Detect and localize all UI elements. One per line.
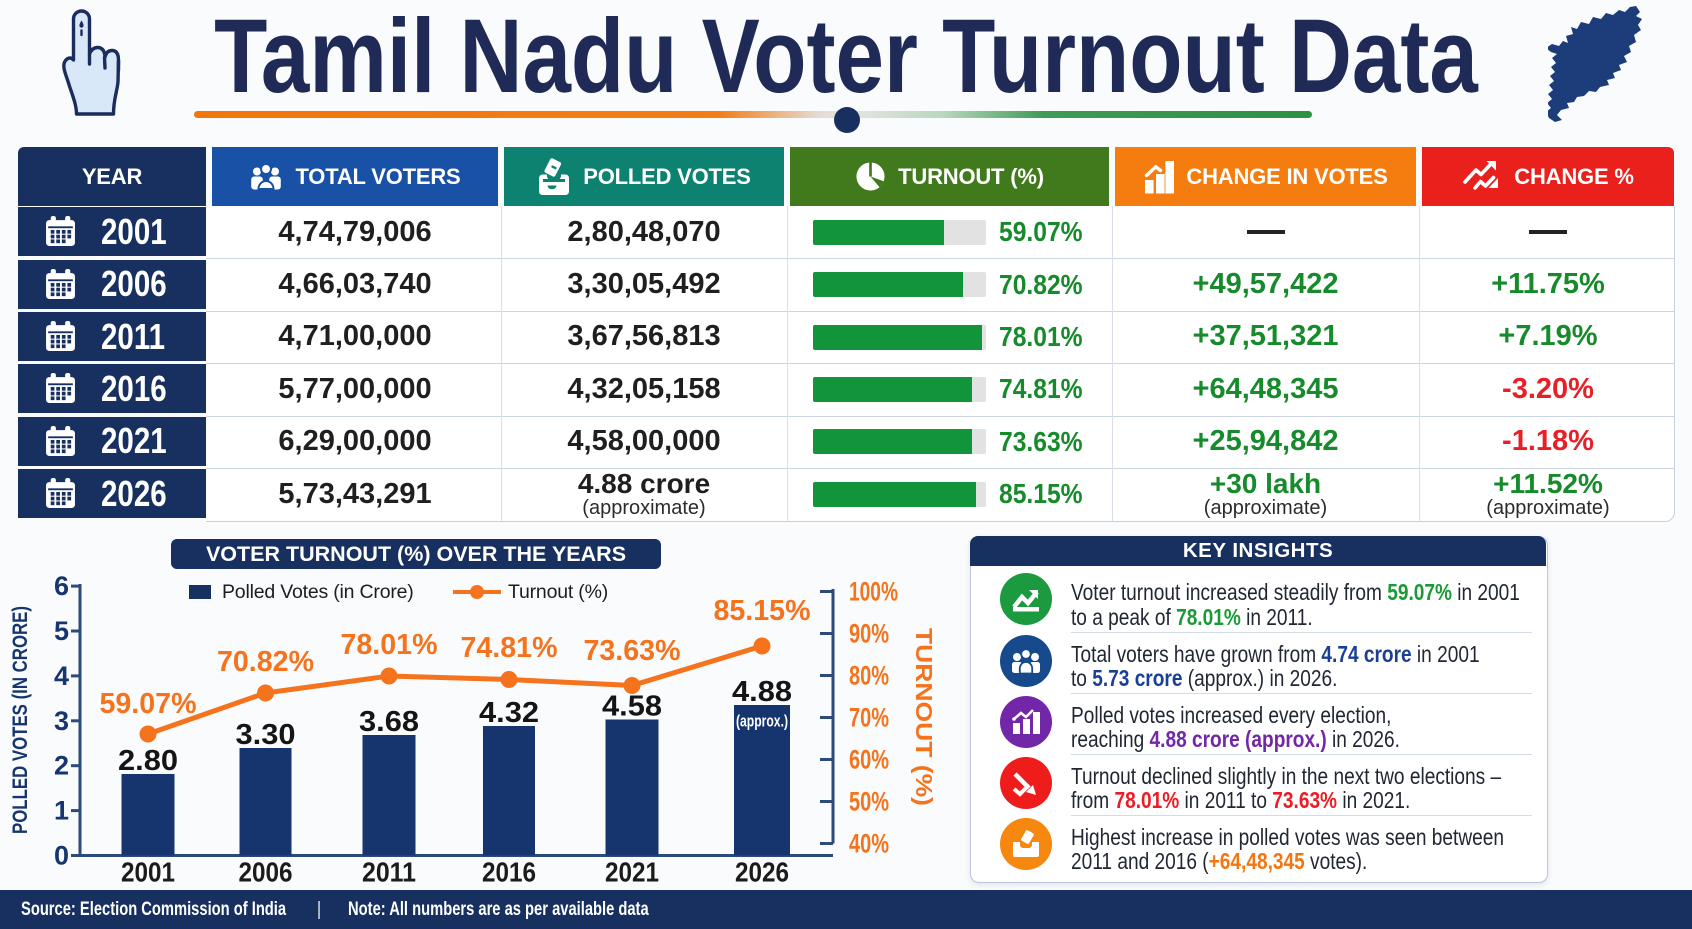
svg-text:85.15%: 85.15% [714,595,811,627]
svg-text:(approx.): (approx.) [736,712,788,731]
svg-text:2021: 2021 [605,857,659,888]
svg-text:2: 2 [54,751,69,781]
svg-text:59.07%: 59.07% [100,688,197,720]
svg-text:74.81%: 74.81% [461,632,558,664]
svg-text:70.82%: 70.82% [217,646,314,678]
svg-text:4.88: 4.88 [732,676,792,708]
svg-text:4.58: 4.58 [602,691,662,723]
svg-text:4: 4 [54,661,69,691]
svg-text:3.30: 3.30 [236,719,296,751]
svg-text:3: 3 [54,706,69,736]
svg-text:80%: 80% [849,661,889,691]
svg-text:2006: 2006 [239,857,293,888]
svg-text:5: 5 [54,616,69,646]
svg-text:40%: 40% [849,829,889,859]
svg-text:60%: 60% [849,745,889,775]
svg-text:2001: 2001 [121,857,175,888]
svg-text:73.63%: 73.63% [584,635,681,667]
svg-text:100%: 100% [849,577,898,607]
svg-text:78.01%: 78.01% [341,629,438,661]
svg-text:90%: 90% [849,619,889,649]
svg-text:3.68: 3.68 [359,706,419,738]
svg-text:50%: 50% [849,787,889,817]
svg-text:4.32: 4.32 [479,697,539,729]
svg-text:POLLED VOTES (IN CRORE): POLLED VOTES (IN CRORE) [9,606,32,834]
svg-text:2026: 2026 [735,857,789,888]
svg-text:2.80: 2.80 [118,745,178,777]
svg-text:1: 1 [54,796,69,826]
svg-text:TURNOUT (%): TURNOUT (%) [911,628,937,806]
svg-text:0: 0 [54,841,69,871]
svg-text:6: 6 [54,571,69,601]
svg-text:2016: 2016 [482,857,536,888]
svg-text:70%: 70% [849,703,889,733]
svg-text:2011: 2011 [362,857,416,888]
